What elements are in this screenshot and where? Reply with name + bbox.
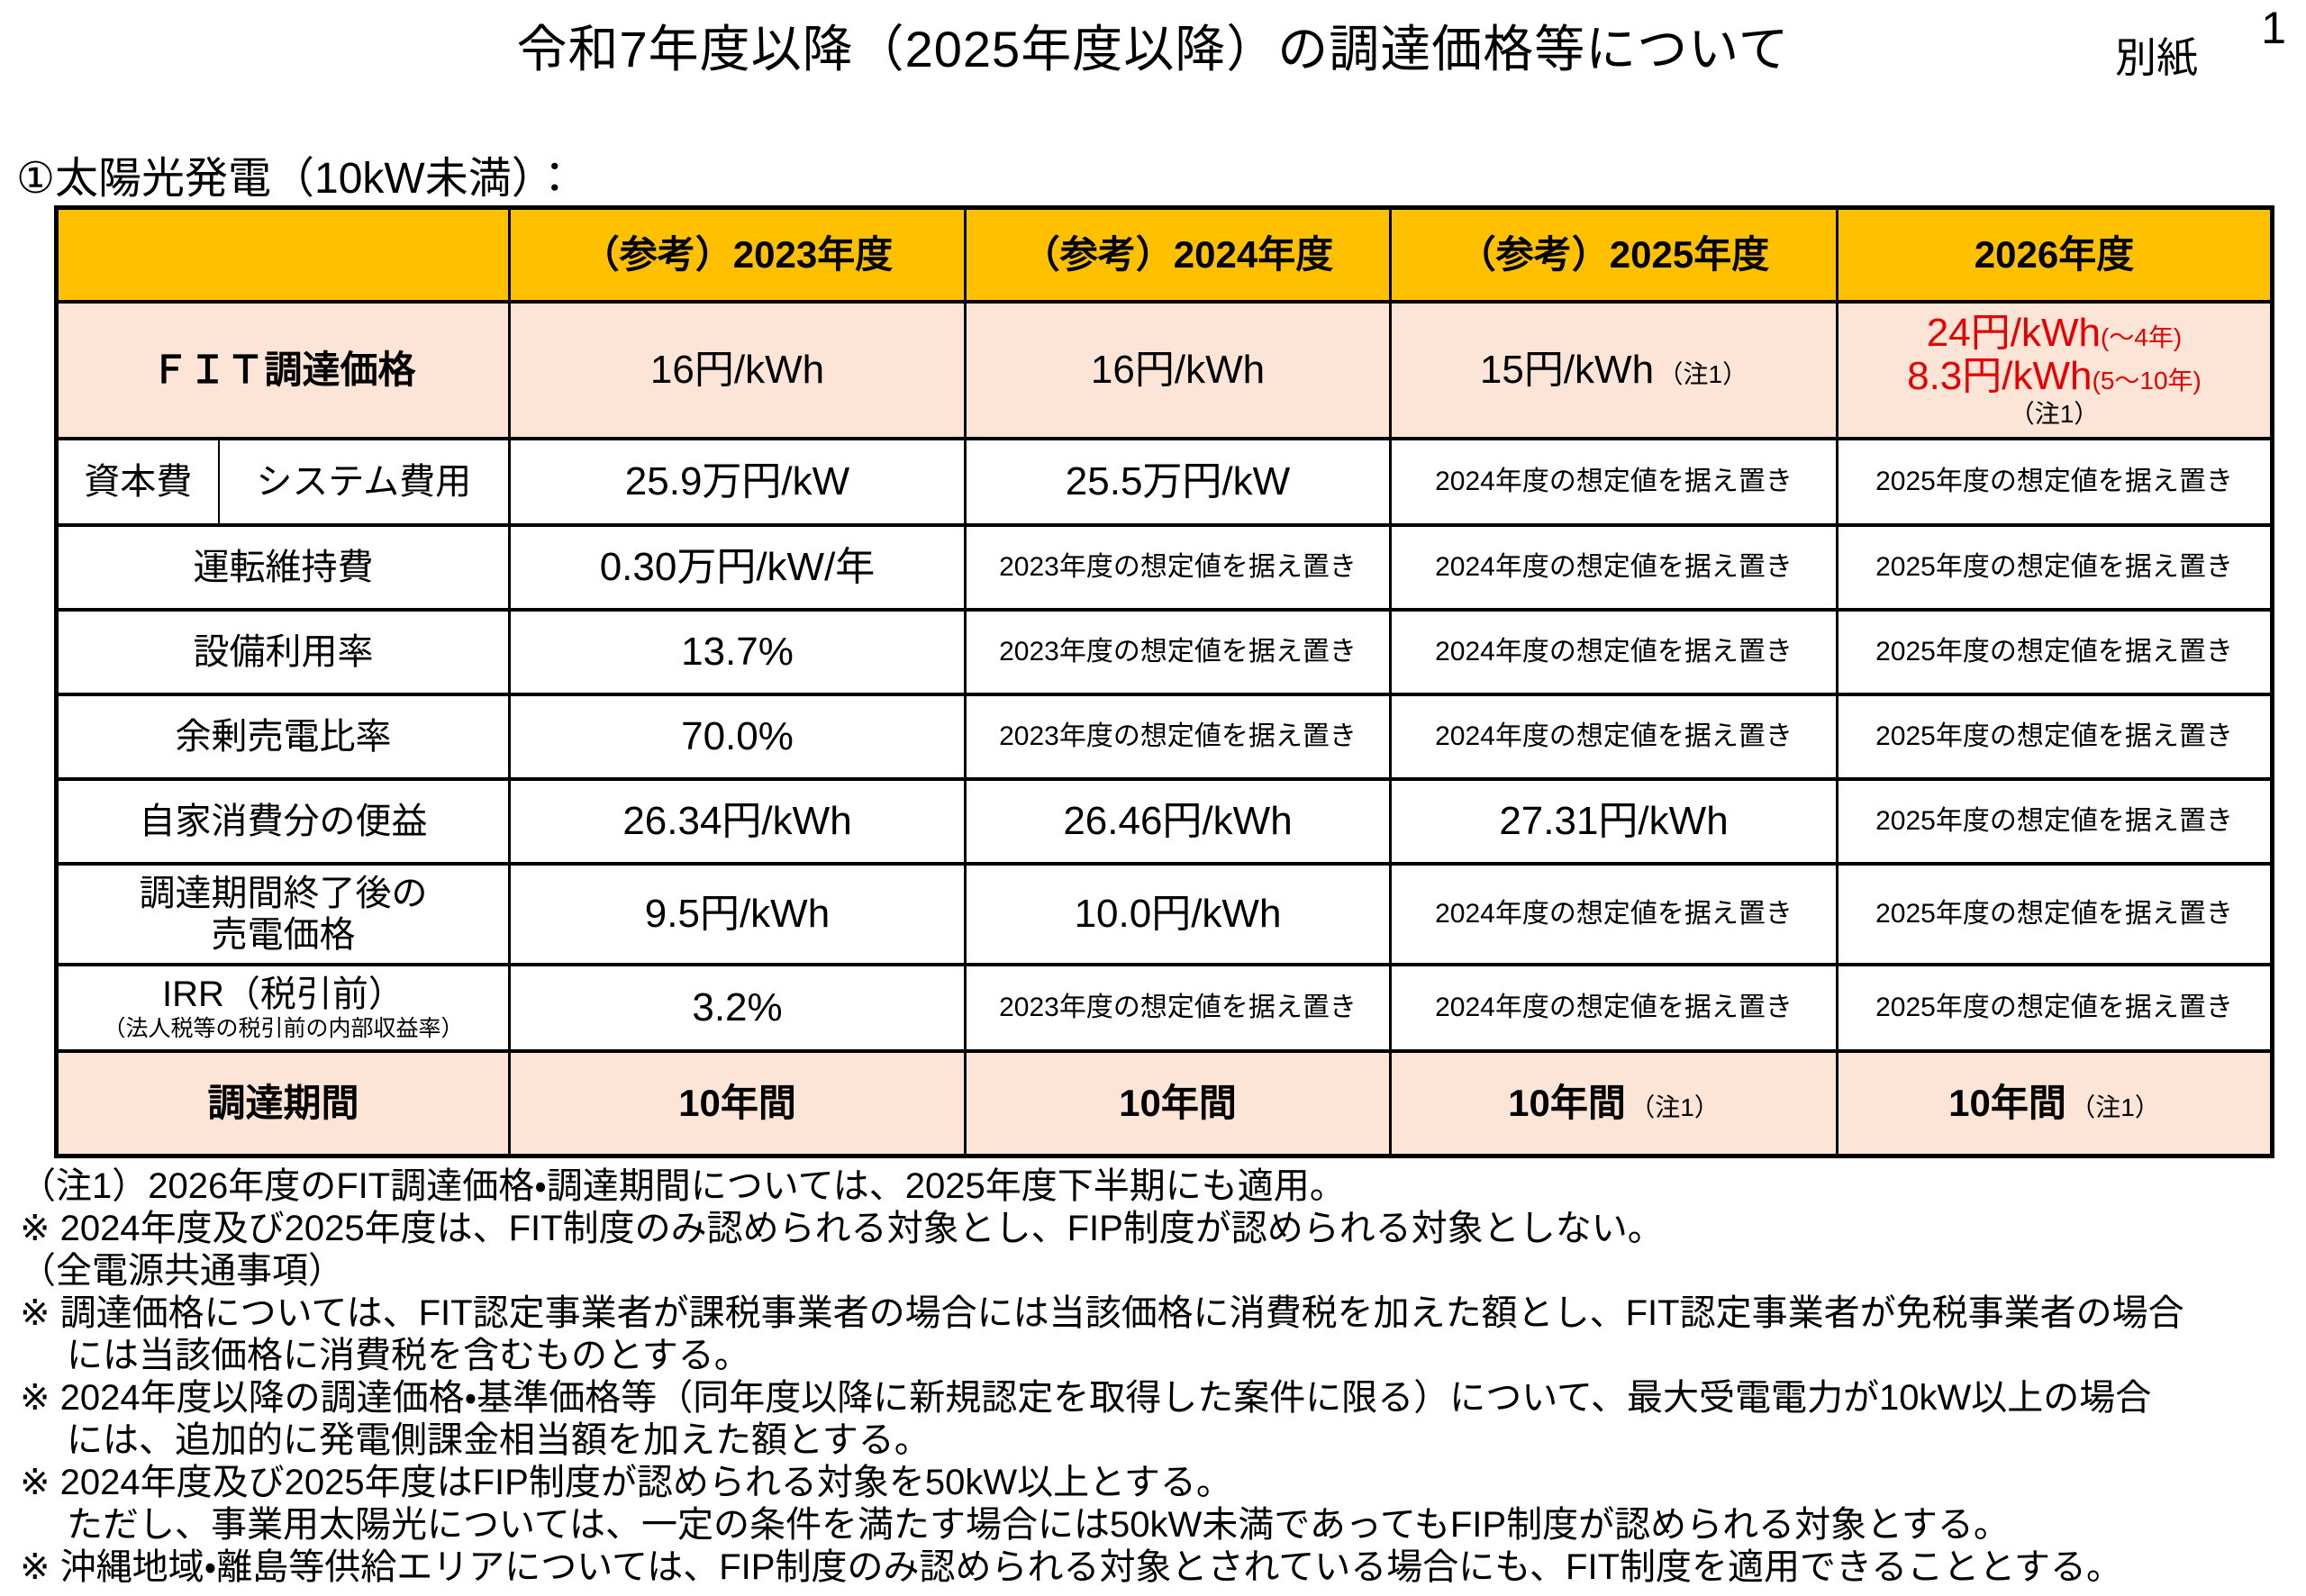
- post-period-sale-price-2023: 9.5円/kWh: [508, 862, 967, 966]
- self-consumption-benefit-2025: 27.31円/kWh: [1389, 777, 1838, 866]
- footnote-line: には、追加的に発電側課金相当額を加えた額とする。: [67, 1420, 931, 1460]
- post-period-sale-price-2026: 2025年度の想定値を据え置き: [1836, 862, 2274, 966]
- procurement-period-2025-note: （注1）: [1630, 1093, 1720, 1121]
- capital-cost-row: 資本費 システム費用 25.9万円/kW 25.5万円/kW 2024年度の想定…: [55, 437, 2274, 527]
- footnote-line: には当該価格に消費税を含むものとする。: [67, 1336, 750, 1375]
- capacity-factor-row: 設備利用率 13.7% 2023年度の想定値を据え置き 2024年度の想定値を据…: [55, 608, 2274, 696]
- procurement-period-2026-note: （注1）: [2070, 1093, 2160, 1121]
- capacity-factor-label: 設備利用率: [55, 608, 511, 696]
- fit-price-2025-value: 15円/kWh: [1479, 347, 1655, 392]
- operation-maintenance-label: 運転維持費: [55, 523, 511, 612]
- self-consumption-benefit-2026: 2025年度の想定値を据え置き: [1836, 777, 2274, 866]
- post-period-sale-price-label-line1: 調達期間終了後の: [139, 874, 428, 913]
- system-cost-2026: 2025年度の想定値を据え置き: [1836, 437, 2274, 527]
- footnote-line: ※ 2024年度以降の調達価格・基準価格等（同年度以降に新規認定を取得した案件に…: [20, 1378, 2152, 1418]
- capacity-factor-2025: 2024年度の想定値を据え置き: [1389, 608, 1838, 696]
- fit-price-label: ＦＩＴ調達価格: [55, 300, 511, 440]
- procurement-period-2025: 10年間 （注1）: [1389, 1049, 1838, 1158]
- footnote-line: ※ 調達価格については、FIT認定事業者が課税事業者の場合には当該価格に消費税を…: [20, 1293, 2184, 1333]
- system-cost-2025: 2024年度の想定値を据え置き: [1389, 437, 1838, 527]
- fit-price-2026-line2-term: (5～10年): [2092, 367, 2202, 395]
- operation-maintenance-row: 運転維持費 0.30万円/kW/年 2023年度の想定値を据え置き 2024年度…: [55, 523, 2274, 612]
- fit-price-2026-note: （注1）: [2009, 399, 2100, 428]
- operation-maintenance-2024: 2023年度の想定値を据え置き: [964, 523, 1392, 612]
- self-consumption-benefit-2023: 26.34円/kWh: [508, 777, 967, 866]
- footnote-line: ※ 沖縄地域・離島等供給エリアについては、FIP制度のみ認められる対象とされてい…: [20, 1547, 2123, 1587]
- fit-price-2026: 24円/kWh(～4年) 8.3円/kWh(5～10年) （注1）: [1836, 300, 2274, 440]
- capital-cost-label: 資本費: [55, 437, 220, 527]
- self-consumption-benefit-row: 自家消費分の便益 26.34円/kWh 26.46円/kWh 27.31円/kW…: [55, 777, 2274, 866]
- irr-2026: 2025年度の想定値を据え置き: [1836, 963, 2274, 1053]
- procurement-price-table: （参考）2023年度 （参考）2024年度 （参考）2025年度 2026年度 …: [54, 205, 2274, 1158]
- fit-price-2026-line1-value: 24円/kWh: [1926, 310, 2101, 355]
- surplus-sale-ratio-2023: 70.0%: [508, 693, 967, 781]
- section-heading: ①太陽光発電（10kW未満）：: [16, 155, 576, 203]
- title-bar: 令和7年度以降（2025年度以降）の調達価格等について 別紙 1: [0, 0, 2306, 81]
- procurement-period-label: 調達期間: [55, 1049, 511, 1158]
- self-consumption-benefit-label: 自家消費分の便益: [55, 777, 511, 866]
- surplus-sale-ratio-row: 余剰売電比率 70.0% 2023年度の想定値を据え置き 2024年度の想定値を…: [55, 693, 2274, 781]
- surplus-sale-ratio-2024: 2023年度の想定値を据え置き: [964, 693, 1392, 781]
- irr-2025: 2024年度の想定値を据え置き: [1389, 963, 1838, 1053]
- procurement-period-2026: 10年間 （注1）: [1836, 1049, 2274, 1158]
- procurement-period-2023: 10年間: [508, 1049, 967, 1158]
- header-2025: （参考）2025年度: [1389, 205, 1838, 304]
- fit-price-2025-note: （注1）: [1657, 359, 1748, 388]
- header-2024: （参考）2024年度: [964, 205, 1392, 304]
- capacity-factor-2024: 2023年度の想定値を据え置き: [964, 608, 1392, 696]
- irr-label: IRR（税引前）: [162, 975, 404, 1014]
- capacity-factor-2023: 13.7%: [508, 608, 967, 696]
- capacity-factor-2026: 2025年度の想定値を据え置き: [1836, 608, 2274, 696]
- irr-sublabel: （法人税等の税引前の内部収益率）: [103, 1016, 464, 1041]
- post-period-sale-price-label: 調達期間終了後の 売電価格: [55, 862, 511, 966]
- procurement-period-2024-value: 10年間: [1119, 1081, 1237, 1124]
- fit-price-2024: 16円/kWh: [964, 300, 1392, 440]
- page-number: 1: [2261, 3, 2286, 53]
- procurement-period-row: 調達期間 10年間 10年間 10年間 （注1） 10年間 （注1）: [55, 1049, 2274, 1158]
- irr-2023: 3.2%: [508, 963, 967, 1053]
- fit-price-row: ＦＩＴ調達価格 16円/kWh 16円/kWh 15円/kWh （注1） 24円…: [55, 300, 2274, 440]
- fit-price-2026-line2: 8.3円/kWh(5～10年): [1840, 354, 2270, 399]
- header-2023: （参考）2023年度: [508, 205, 967, 304]
- footnote-line: ただし、事業用太陽光については、一定の条件を満たす場合には50kW未満であっても…: [67, 1505, 2010, 1545]
- system-cost-label: システム費用: [217, 437, 511, 527]
- fit-price-2025: 15円/kWh （注1）: [1389, 300, 1838, 440]
- procurement-period-2023-value: 10年間: [678, 1081, 796, 1124]
- post-period-sale-price-2025: 2024年度の想定値を据え置き: [1389, 862, 1838, 966]
- attachment-label: 別紙: [2115, 34, 2198, 81]
- surplus-sale-ratio-2026: 2025年度の想定値を据え置き: [1836, 693, 2274, 781]
- irr-row: IRR（税引前） （法人税等の税引前の内部収益率） 3.2% 2023年度の想定…: [55, 963, 2274, 1053]
- operation-maintenance-2025: 2024年度の想定値を据え置き: [1389, 523, 1838, 612]
- fit-price-2023: 16円/kWh: [508, 300, 967, 440]
- footnote-line: ※ 2024年度及び2025年度はFIP制度が認められる対象を50kW以上とする…: [20, 1463, 1232, 1502]
- fit-price-2026-line2-value: 8.3円/kWh: [1907, 354, 2093, 399]
- footnote-line: （注1）2026年度のFIT調達価格・調達期間については、2025年度下半期にも…: [20, 1166, 1346, 1206]
- fit-price-2026-line1: 24円/kWh(～4年): [1840, 310, 2270, 355]
- self-consumption-benefit-2024: 26.46円/kWh: [964, 777, 1392, 866]
- post-period-sale-price-label-line2: 売電価格: [211, 915, 356, 955]
- footnote-line: ※ 2024年度及び2025年度は、FIT制度のみ認められる対象とし、FIP制度…: [20, 1209, 1664, 1248]
- surplus-sale-ratio-2025: 2024年度の想定値を据え置き: [1389, 693, 1838, 781]
- header-2026: 2026年度: [1836, 205, 2274, 304]
- post-period-sale-price-2024: 10.0円/kWh: [964, 862, 1392, 966]
- system-cost-2024: 25.5万円/kW: [964, 437, 1392, 527]
- table-header-row: （参考）2023年度 （参考）2024年度 （参考）2025年度 2026年度: [55, 205, 2274, 304]
- footnotes: （注1）2026年度のFIT調達価格・調達期間については、2025年度下半期にも…: [20, 1165, 2299, 1589]
- system-cost-2023: 25.9万円/kW: [508, 437, 967, 527]
- procurement-period-2024: 10年間: [964, 1049, 1392, 1158]
- footnote-line: （全電源共通事項）: [20, 1251, 344, 1291]
- header-blank-cell: [55, 205, 511, 304]
- irr-label-cell: IRR（税引前） （法人税等の税引前の内部収益率）: [55, 963, 511, 1053]
- procurement-period-2025-value: 10年間: [1508, 1081, 1626, 1124]
- surplus-sale-ratio-label: 余剰売電比率: [55, 693, 511, 781]
- operation-maintenance-2023: 0.30万円/kW/年: [508, 523, 967, 612]
- procurement-period-2026-value: 10年間: [1948, 1081, 2066, 1124]
- page-title: 令和7年度以降（2025年度以降）の調達価格等について: [516, 21, 1790, 77]
- post-period-sale-price-row: 調達期間終了後の 売電価格 9.5円/kWh 10.0円/kWh 2024年度の…: [55, 862, 2274, 966]
- operation-maintenance-2026: 2025年度の想定値を据え置き: [1836, 523, 2274, 612]
- irr-2024: 2023年度の想定値を据え置き: [964, 963, 1392, 1053]
- fit-price-2026-line1-term: (～4年): [2100, 322, 2183, 351]
